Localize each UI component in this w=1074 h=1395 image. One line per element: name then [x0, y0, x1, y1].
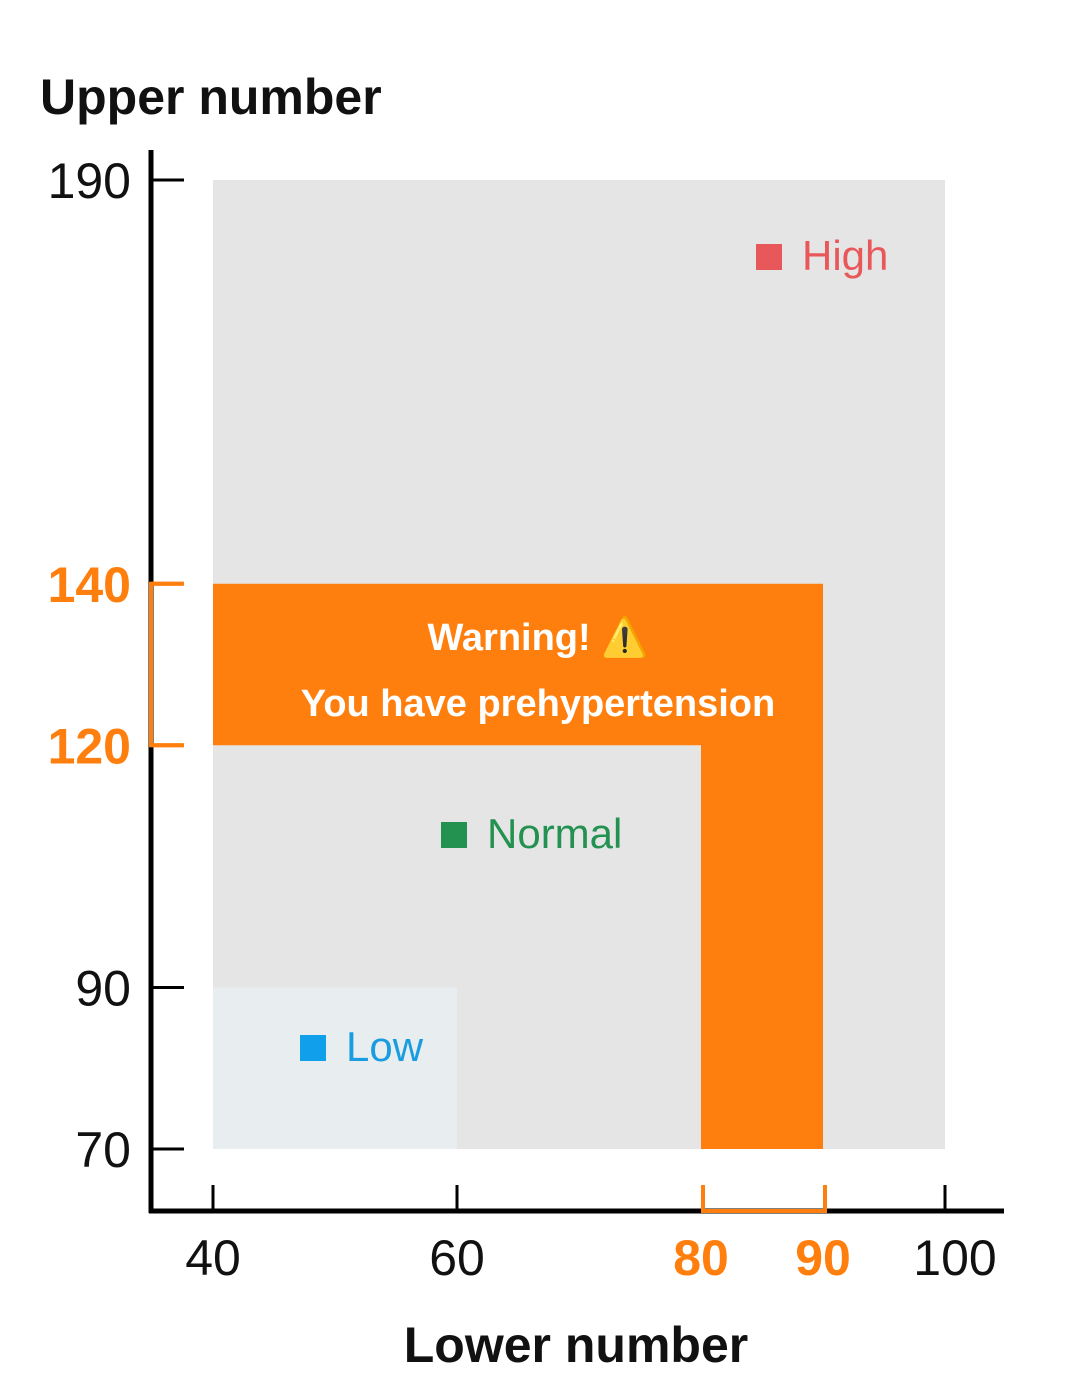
zone-low: [213, 987, 457, 1149]
y-axis-title: Upper number: [40, 69, 382, 125]
legend-normal: Normal: [441, 810, 622, 857]
y-tick-label-190: 190: [48, 153, 131, 209]
ticks: 190 140 120 90 70 40 60 80 90 100: [48, 153, 997, 1286]
y-tick-label-120: 120: [48, 718, 131, 774]
high-label: High: [802, 232, 888, 279]
legend-low: Low: [300, 1023, 424, 1070]
normal-marker: [441, 822, 467, 848]
y-tick-label-140: 140: [48, 557, 131, 613]
x-range-bracket: [701, 1185, 827, 1213]
low-label: Low: [346, 1023, 424, 1070]
x-tick-label-60: 60: [429, 1230, 485, 1286]
y-range-bracket: [149, 581, 183, 748]
y-tick-label-70: 70: [75, 1122, 131, 1178]
legend-high: High: [756, 232, 888, 279]
x-tick-label-40: 40: [185, 1230, 241, 1286]
high-marker: [756, 244, 782, 270]
prehypertension-band: [213, 583, 823, 1149]
warning-message: You have prehypertension: [301, 683, 775, 725]
x-tick-label-80: 80: [673, 1230, 729, 1286]
warning-title: Warning! ⚠️: [427, 615, 648, 659]
normal-label: Normal: [487, 810, 622, 857]
x-tick-label-90: 90: [795, 1230, 851, 1286]
low-marker: [300, 1035, 326, 1061]
x-tick-label-100: 100: [913, 1230, 996, 1286]
y-tick-label-90: 90: [75, 961, 131, 1017]
x-axis-title: Lower number: [404, 1317, 748, 1373]
